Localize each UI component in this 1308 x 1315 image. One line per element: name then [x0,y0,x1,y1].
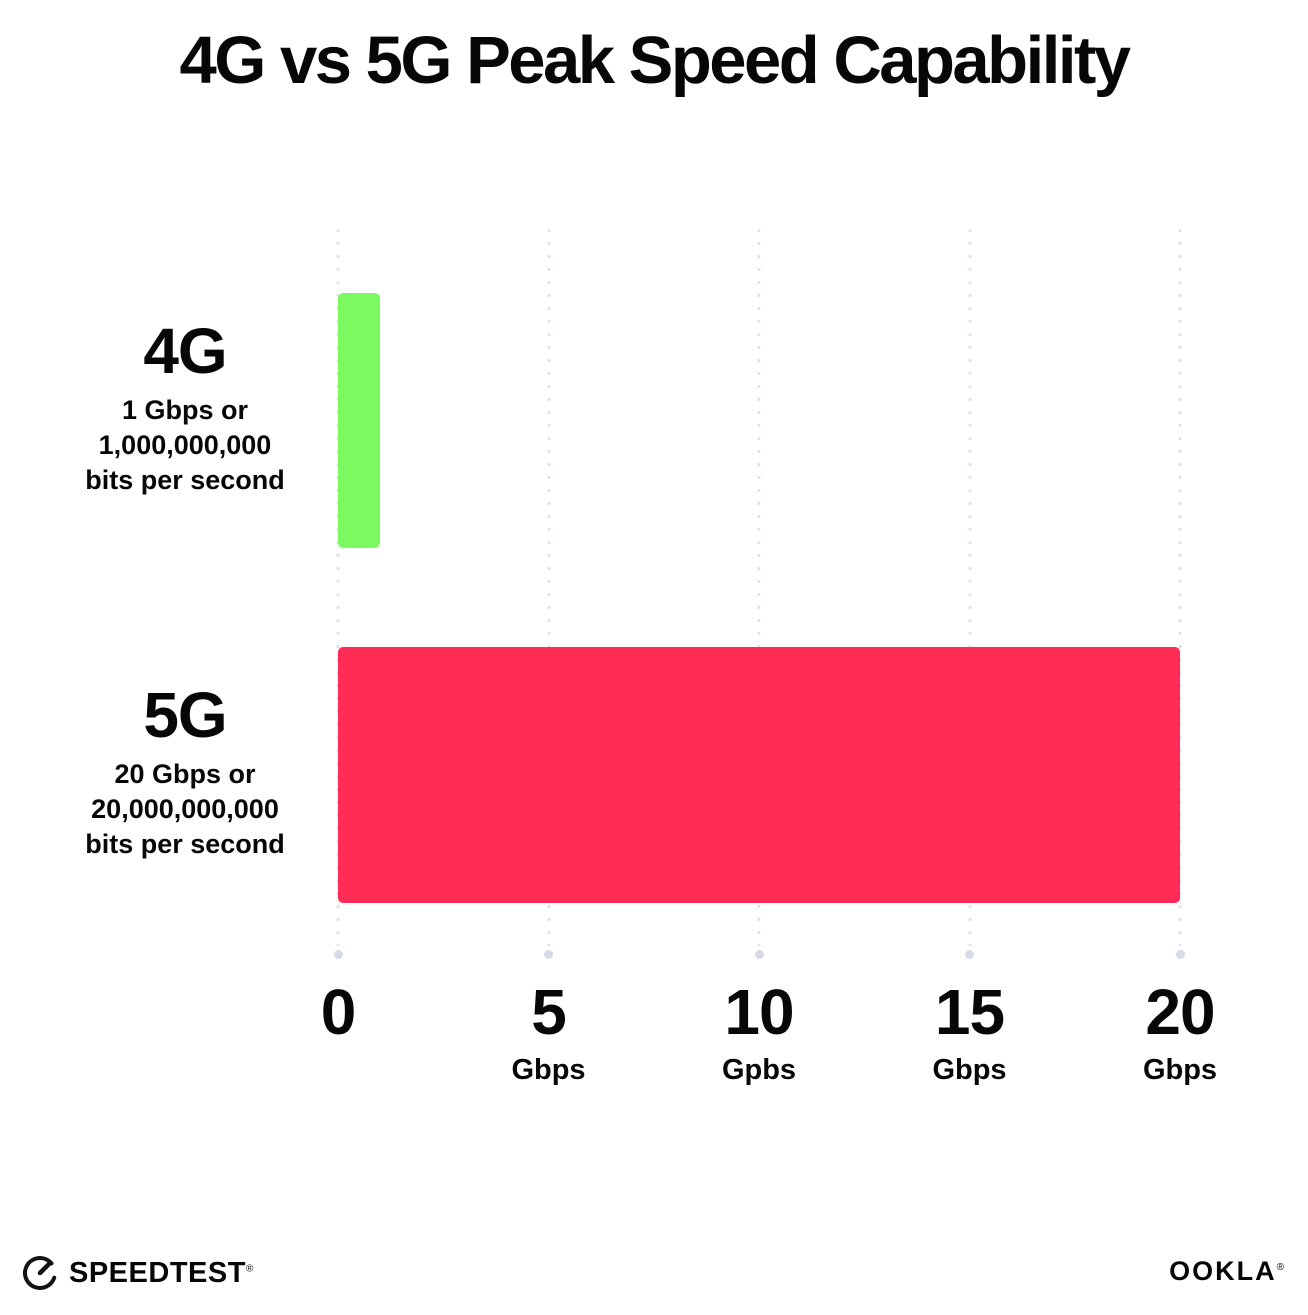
row-heading-5g: 5G [143,679,227,751]
x-tick-unit [321,1056,356,1085]
row-sub-4g-line3: bits per second [85,465,285,496]
x-tick: 15 Gbps [932,980,1006,1085]
gridline [546,224,551,946]
x-tick-value: 0 [320,976,357,1048]
row-label-4g: 4G 1 Gbps or 1,000,000,000 bits per seco… [35,315,335,498]
x-tick-value: 10 [724,976,794,1048]
x-tick: 10 Gpbs [722,980,796,1085]
ookla-trademark: ® [1276,1262,1286,1273]
speedtest-trademark: ® [245,1262,254,1274]
x-tick-unit: Gpbs [721,1054,797,1086]
row-sub-4g: 1 Gbps or 1,000,000,000 bits per second [35,393,335,498]
gridline [335,224,341,946]
gridline [756,224,762,946]
row-sub-4g-line1: 1 Gbps or [121,395,249,426]
speedtest-wordmark: SPEEDTEST® [69,1257,254,1290]
row-sub-4g-line2: 1,000,000,000 [98,430,272,461]
x-tick-unit: Gbps [511,1054,586,1086]
ookla-logo: OOKLA® [1169,1256,1286,1287]
x-tick-value: 20 [1145,976,1215,1048]
x-tick-value: 15 [934,976,1005,1048]
speedtest-label: SPEEDTEST [69,1256,246,1289]
ookla-label: OOKLA [1169,1256,1277,1286]
row-sub-5g-line3: bits per second [85,829,285,860]
x-axis: 0 5 Gbps 10 Gpbs 15 Gbps 20 Gbps [321,980,1217,1110]
x-tick-value: 5 [531,976,567,1048]
x-tick-unit: Gbps [932,1054,1007,1086]
row-heading-4g: 4G [143,315,227,387]
gridline [967,224,972,946]
speedtest-logo: SPEEDTEST® [20,1253,254,1293]
x-tick-unit: Gbps [1142,1054,1218,1086]
row-label-5g: 5G 20 Gbps or 20,000,000,000 bits per se… [35,679,335,862]
gridline [1177,224,1183,946]
row-sub-5g: 20 Gbps or 20,000,000,000 bits per secon… [35,757,335,862]
speedtest-gauge-icon [20,1253,60,1293]
row-sub-5g-line1: 20 Gbps or [114,759,256,790]
x-tick: 0 [320,976,357,1085]
row-sub-5g-line2: 20,000,000,000 [91,794,279,825]
chart-title: 4G vs 5G Peak Speed Capability [179,23,1131,98]
x-tick: 5 Gbps [511,980,585,1085]
bar-5g [338,647,1180,903]
plot-area [335,224,1183,956]
x-tick: 20 Gbps [1143,980,1217,1085]
bar-4g [338,293,381,548]
